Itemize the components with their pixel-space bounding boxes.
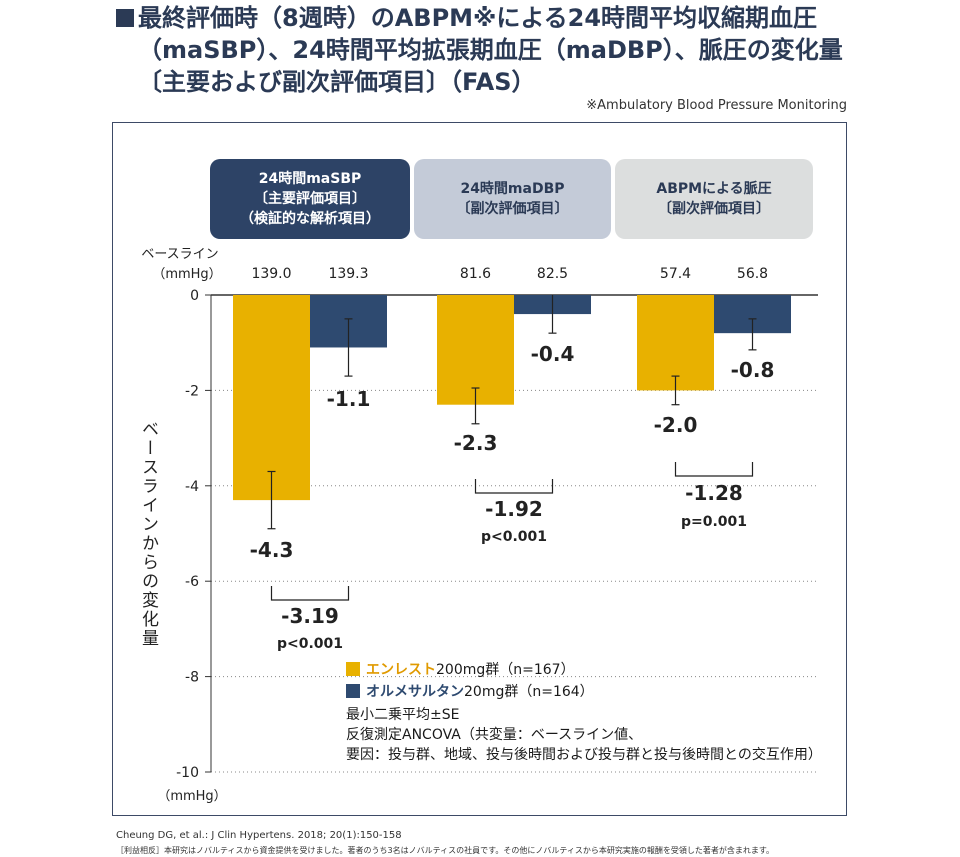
- stat-note-2: 反復測定ANCOVA（共変量：ベースライン値、: [346, 727, 643, 743]
- stat-note-3: 要因：投与群、地域、投与後時間および投与群と投与後時間との交互作用）: [346, 747, 822, 763]
- y-tick-label: -10: [176, 765, 199, 781]
- data-label: -1.1: [327, 387, 371, 411]
- baseline-value: 81.6: [460, 266, 491, 282]
- stat-note-1: 最小二乗平均±SE: [346, 707, 460, 723]
- legend-entresto-swatch: [346, 662, 360, 676]
- title-line-1: 最終評価時（8週時）のABPM※による24時間平均収縮期血圧: [116, 2, 856, 34]
- baseline-value: 56.8: [737, 266, 768, 282]
- legend-olmesartan-rest: 20mg群（n=164）: [464, 684, 594, 700]
- difference-bracket: [674, 462, 754, 477]
- y-tick-label: -4: [185, 479, 199, 495]
- difference-bracket: [474, 479, 554, 494]
- abpm-footnote: ※Ambulatory Blood Pressure Monitoring: [586, 98, 847, 113]
- y-axis-unit: （mmHg）: [157, 789, 226, 804]
- bar: [637, 295, 714, 391]
- header-madbp-line1: 24時間maDBP: [460, 181, 565, 197]
- difference-value: -1.28: [685, 481, 743, 505]
- y-tick-label: -6: [185, 574, 199, 590]
- citation: Cheung DG, et al.: J Clin Hypertens. 201…: [116, 830, 402, 841]
- conflict-of-interest: ［利益相反］本研究はノバルティスから資金提供を受けました。著者のうち3名はノバル…: [116, 846, 775, 855]
- legend-olmesartan: オルメサルタン 20mg群（n=164）: [346, 681, 594, 701]
- data-label: -4.3: [250, 538, 294, 562]
- header-masbp: 24時間maSBP 〔主要評価項目〕 （検証的な解析項目）: [210, 159, 410, 239]
- baseline-label: ベースライン: [141, 247, 218, 262]
- title-square-icon: [116, 9, 134, 27]
- legend-entresto: エンレスト 200mg群（n=167）: [346, 659, 575, 679]
- p-value: p=0.001: [681, 514, 747, 530]
- legend-entresto-rest: 200mg群（n=167）: [436, 662, 575, 678]
- p-value: p<0.001: [481, 529, 547, 545]
- title-line-2: （maSBP）、24時間平均拡張期血圧（maDBP）、脈圧の変化量: [138, 36, 843, 64]
- legend-olmesartan-brand: オルメサルタン: [366, 684, 464, 700]
- difference-bracket: [270, 586, 350, 601]
- data-label: -0.8: [731, 358, 775, 382]
- legend-olmesartan-swatch: [346, 684, 360, 698]
- legend-entresto-brand: エンレスト: [366, 662, 436, 678]
- difference-value: -3.19: [281, 604, 339, 628]
- data-label: -2.0: [654, 413, 698, 437]
- header-madbp: 24時間maDBP 〔副次評価項目〕: [414, 159, 611, 239]
- baseline-value: 139.3: [328, 266, 368, 282]
- chart-panel: [112, 122, 847, 816]
- y-tick-label: 0: [190, 288, 199, 304]
- p-value: p<0.001: [277, 636, 343, 652]
- y-tick-label: -2: [185, 383, 199, 399]
- bar: [437, 295, 514, 405]
- data-label: -0.4: [531, 342, 575, 366]
- header-madbp-line2: 〔副次評価項目〕: [456, 201, 569, 217]
- bar: [233, 295, 310, 501]
- header-masbp-line1: 24時間maSBP: [258, 171, 362, 187]
- header-masbp-line3: （検証的な解析項目）: [240, 211, 380, 227]
- difference-value: -1.92: [485, 497, 543, 521]
- title-line-3: 〔主要および副次評価項目〕（FAS）: [138, 68, 536, 96]
- header-masbp-line2: 〔主要評価項目〕: [254, 191, 366, 207]
- y-axis-label: ベースラインからの変化量: [138, 420, 159, 648]
- header-pp-line2: 〔副次評価項目〕: [658, 201, 770, 217]
- baseline-unit: （mmHg）: [152, 267, 221, 282]
- data-label: -2.3: [454, 431, 498, 455]
- header-pulse-pressure: ABPMによる脈圧 〔副次評価項目〕: [615, 159, 813, 239]
- y-tick-label: -8: [185, 670, 199, 686]
- header-pp-line1: ABPMによる脈圧: [656, 181, 772, 197]
- chart-title: 最終評価時（8週時）のABPM※による24時間平均収縮期血圧 （maSBP）、2…: [116, 2, 856, 98]
- baseline-value: 82.5: [537, 266, 568, 282]
- baseline-value: 57.4: [660, 266, 691, 282]
- baseline-value: 139.0: [251, 266, 291, 282]
